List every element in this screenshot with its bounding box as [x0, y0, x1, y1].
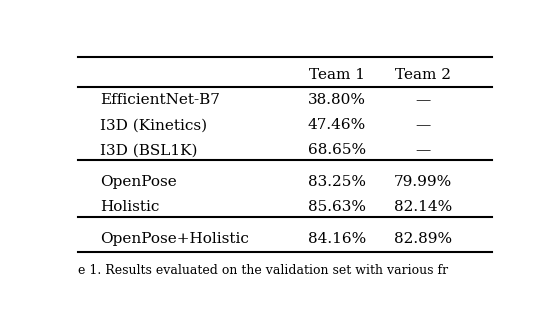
Text: 79.99%: 79.99% [394, 175, 452, 189]
Text: 82.14%: 82.14% [394, 200, 452, 214]
Text: 38.80%: 38.80% [307, 93, 366, 107]
Text: I3D (Kinetics): I3D (Kinetics) [100, 118, 207, 132]
Text: 84.16%: 84.16% [307, 232, 366, 246]
Text: EfficientNet-B7: EfficientNet-B7 [100, 93, 220, 107]
Text: 82.89%: 82.89% [394, 232, 452, 246]
Text: —: — [415, 118, 430, 132]
Text: —: — [415, 93, 430, 107]
Text: Holistic: Holistic [100, 200, 159, 214]
Text: Team 2: Team 2 [395, 68, 451, 82]
Text: 68.65%: 68.65% [307, 143, 366, 157]
Text: I3D (BSL1K): I3D (BSL1K) [100, 143, 197, 157]
Text: 85.63%: 85.63% [307, 200, 366, 214]
Text: —: — [415, 143, 430, 157]
Text: Team 1: Team 1 [309, 68, 365, 82]
Text: OpenPose: OpenPose [100, 175, 176, 189]
Text: 47.46%: 47.46% [307, 118, 366, 132]
Text: 83.25%: 83.25% [307, 175, 366, 189]
Text: e 1. Results evaluated on the validation set with various fr: e 1. Results evaluated on the validation… [78, 264, 448, 277]
Text: OpenPose+Holistic: OpenPose+Holistic [100, 232, 249, 246]
